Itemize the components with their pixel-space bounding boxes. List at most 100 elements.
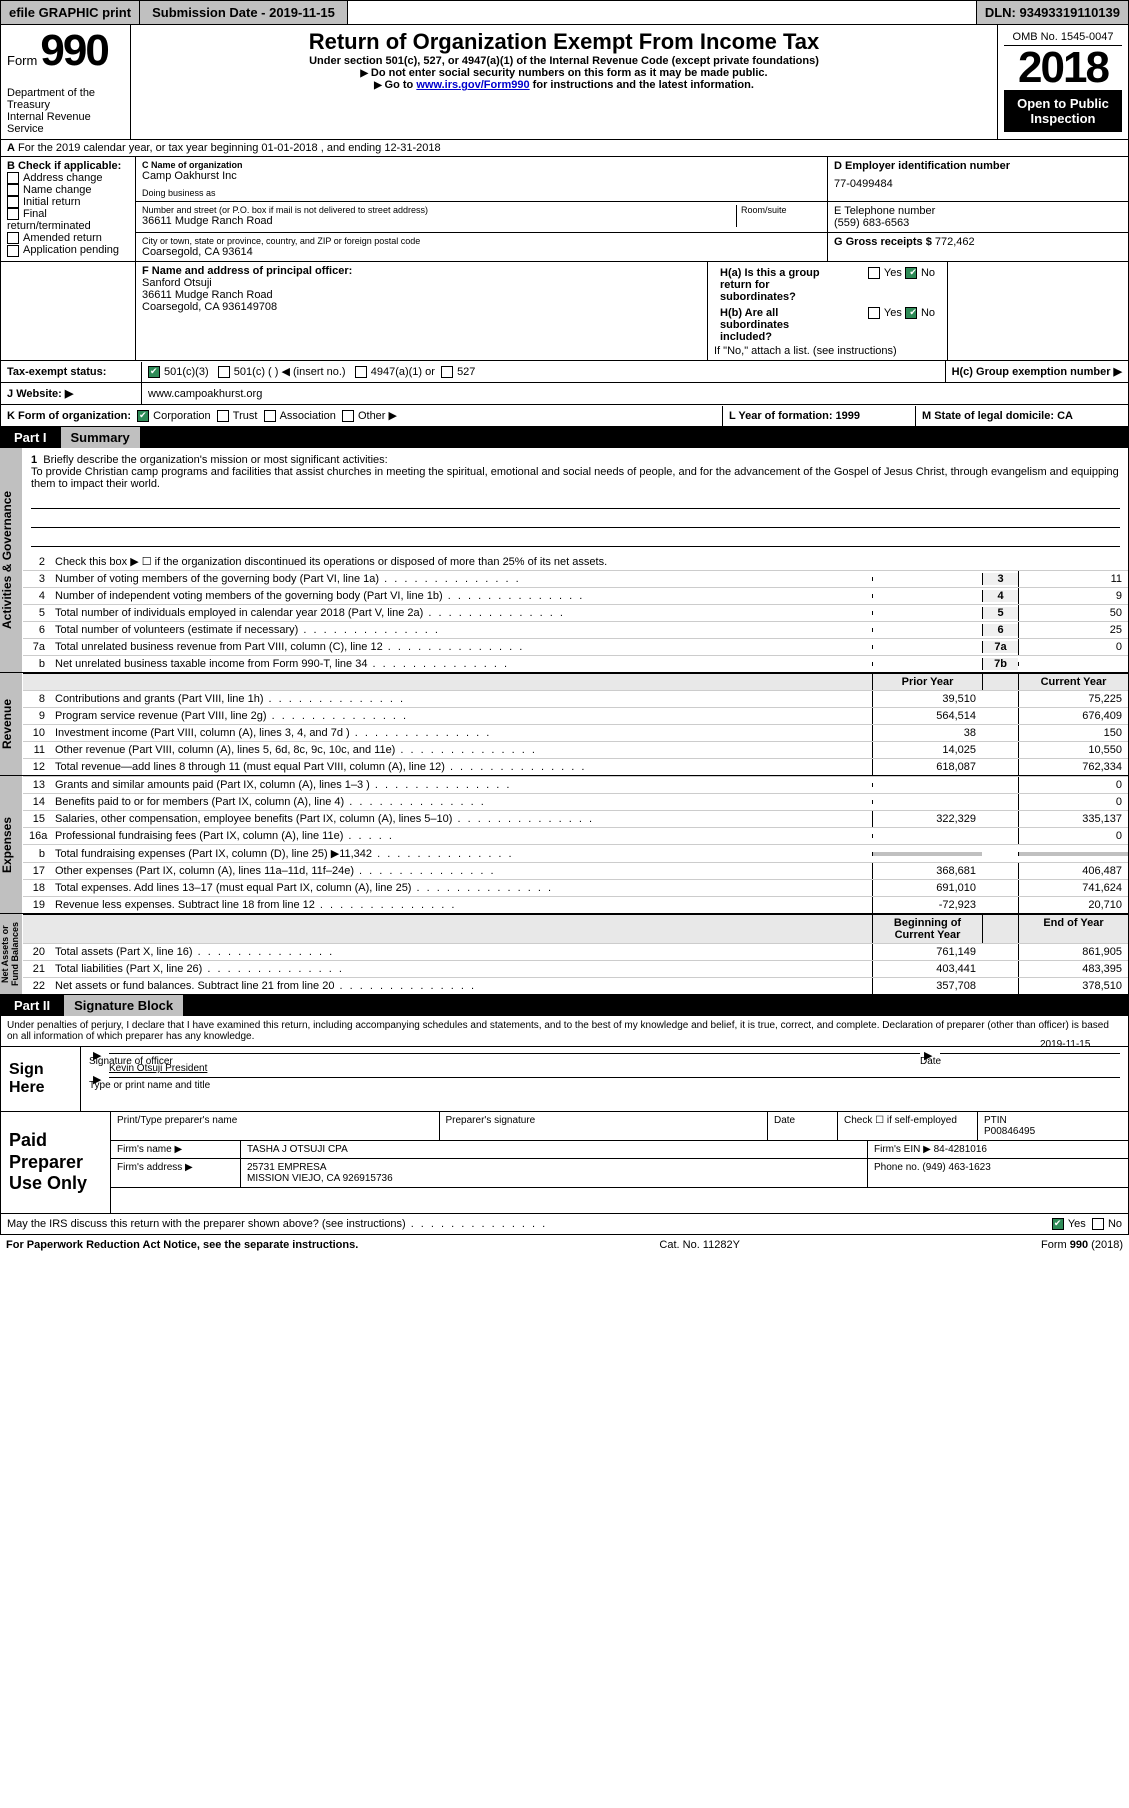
assoc-checkbox[interactable] — [264, 410, 276, 422]
begin-year-hdr: Beginning of Current Year — [872, 915, 982, 943]
part1-header: Part I Summary — [0, 427, 1129, 448]
527-checkbox[interactable] — [441, 366, 453, 378]
hb-label: H(b) Are all subordinates included? — [714, 305, 828, 345]
mission-label: Briefly describe the organization's miss… — [43, 454, 387, 466]
501c3-checkbox[interactable] — [148, 366, 160, 378]
corp-checkbox[interactable] — [137, 410, 149, 422]
firm-phone: (949) 463-1623 — [922, 1162, 990, 1173]
part1-num: Part I — [0, 427, 61, 448]
website-value: www.campoakhurst.org — [142, 384, 268, 404]
addr-label: Number and street (or P.O. box if mail i… — [142, 205, 736, 215]
rev-vlabel: Revenue — [0, 673, 22, 775]
4947-checkbox[interactable] — [355, 366, 367, 378]
boxb-checkbox[interactable] — [7, 196, 19, 208]
open-public: Open to Public Inspection — [1004, 90, 1122, 132]
hb-note: If "No," attach a list. (see instruction… — [714, 345, 941, 357]
boxb-checkbox[interactable] — [7, 232, 19, 244]
box-b-label: B Check if applicable: — [7, 160, 129, 172]
boxb-checkbox[interactable] — [7, 208, 19, 220]
table-row: 17Other expenses (Part IX, column (A), l… — [23, 862, 1128, 879]
line1-num: 1 — [31, 454, 37, 466]
boxb-checkbox[interactable] — [7, 245, 19, 257]
firm-addr1: 25731 EMPRESA — [247, 1162, 327, 1173]
hc-label: H(c) Group exemption number ▶ — [945, 361, 1128, 382]
firm-ein-label: Firm's EIN ▶ — [874, 1144, 931, 1155]
exp-vlabel: Expenses — [0, 776, 22, 913]
firm-name-label: Firm's name ▶ — [111, 1141, 241, 1158]
signature-block: Under penalties of perjury, I declare th… — [0, 1016, 1129, 1112]
discuss-yes-checkbox[interactable] — [1052, 1218, 1064, 1230]
firm-addr2: MISSION VIEJO, CA 926915736 — [247, 1173, 393, 1184]
arrow-icon — [360, 67, 370, 79]
table-row: 6Total number of volunteers (estimate if… — [23, 621, 1128, 638]
website-row: J Website: ▶ www.campoakhurst.org — [0, 383, 1129, 405]
e-phone-label: E Telephone number — [834, 205, 1122, 217]
i-status-label: Tax-exempt status: — [1, 362, 142, 382]
mission-text: To provide Christian camp programs and f… — [31, 466, 1119, 490]
k-org-row: K Form of organization: Corporation Trus… — [0, 405, 1129, 427]
l-year: L Year of formation: 1999 — [722, 406, 915, 426]
expense-section: Expenses 13Grants and similar amounts pa… — [0, 776, 1129, 914]
row-a-period: A For the 2019 calendar year, or tax yea… — [0, 140, 1129, 157]
prep-title: Paid Preparer Use Only — [1, 1112, 111, 1213]
table-row: 18Total expenses. Add lines 13–17 (must … — [23, 879, 1128, 896]
officer-row: F Name and address of principal officer:… — [0, 262, 1129, 361]
table-row: bNet unrelated business taxable income f… — [23, 655, 1128, 672]
f-officer-label: F Name and address of principal officer: — [142, 265, 701, 277]
room-label: Room/suite — [736, 205, 821, 227]
ha-yes-checkbox[interactable] — [868, 267, 880, 279]
boxb-item: Application pending — [7, 244, 129, 256]
paid-preparer: Paid Preparer Use Only Print/Type prepar… — [0, 1112, 1129, 1214]
officer-addr1: 36611 Mudge Ranch Road — [142, 289, 701, 301]
boxb-checkbox[interactable] — [7, 184, 19, 196]
irs-label: Internal Revenue Service — [7, 111, 124, 135]
form990-link[interactable]: www.irs.gov/Form990 — [416, 79, 529, 91]
hb-yes-checkbox[interactable] — [868, 307, 880, 319]
ptin-label: PTIN — [984, 1115, 1007, 1126]
table-row: 20Total assets (Part X, line 16)761,1498… — [23, 943, 1128, 960]
table-row: 21Total liabilities (Part X, line 26)403… — [23, 960, 1128, 977]
gross-receipts: 772,462 — [935, 236, 975, 248]
boxb-item: Name change — [7, 184, 129, 196]
d-ein-label: D Employer identification number — [834, 160, 1122, 172]
boxb-checkbox[interactable] — [7, 172, 19, 184]
page-footer: For Paperwork Reduction Act Notice, see … — [0, 1235, 1129, 1255]
org-name: Camp Oakhurst Inc — [142, 170, 821, 182]
form-header: Form 990 Department of the Treasury Inte… — [0, 25, 1129, 140]
city-label: City or town, state or province, country… — [142, 236, 821, 246]
officer-addr2: Coarsegold, CA 936149708 — [142, 301, 701, 313]
part1-title: Summary — [61, 427, 140, 448]
sign-here-label: Sign Here — [1, 1047, 81, 1111]
table-row: 15Salaries, other compensation, employee… — [23, 810, 1128, 827]
part2-num: Part II — [0, 995, 64, 1016]
info-grid: B Check if applicable: Address changeNam… — [0, 157, 1129, 262]
firm-phone-label: Phone no. — [874, 1162, 920, 1173]
part2-title: Signature Block — [64, 995, 183, 1016]
boxb-item: Amended return — [7, 232, 129, 244]
hb-no-checkbox[interactable] — [905, 307, 917, 319]
other-checkbox[interactable] — [342, 410, 354, 422]
top-bar: efile GRAPHIC print Submission Date - 20… — [0, 0, 1129, 25]
table-row: 16aProfessional fundraising fees (Part I… — [23, 827, 1128, 844]
firm-ein: 84-4281016 — [934, 1144, 987, 1155]
501c-checkbox[interactable] — [218, 366, 230, 378]
trust-checkbox[interactable] — [217, 410, 229, 422]
boxb-item: Final return/terminated — [7, 208, 129, 232]
sig-date: 2019-11-15 — [1040, 1039, 1090, 1050]
subtitle-3a: Go to — [385, 79, 417, 91]
subtitle-3b: for instructions and the latest informat… — [530, 79, 754, 91]
subtitle-1: Under section 501(c), 527, or 4947(a)(1)… — [137, 55, 991, 67]
ha-no-checkbox[interactable] — [905, 267, 917, 279]
boxb-item: Initial return — [7, 196, 129, 208]
officer-name-title: Kevin Otsuji President — [109, 1063, 207, 1074]
form-title: Return of Organization Exempt From Incom… — [137, 29, 991, 55]
line2-text: Check this box ▶ ☐ if the organization d… — [51, 553, 872, 570]
governance-section: Activities & Governance 1 Briefly descri… — [0, 448, 1129, 673]
dln: DLN: 93493319110139 — [976, 1, 1128, 24]
paperwork-notice: For Paperwork Reduction Act Notice, see … — [6, 1239, 358, 1251]
gov-vlabel: Activities & Governance — [0, 448, 22, 672]
ein-value: 77-0499484 — [834, 178, 1122, 190]
discuss-no-checkbox[interactable] — [1092, 1218, 1104, 1230]
ptin-value: P00846495 — [984, 1126, 1035, 1137]
self-employed: Check ☐ if self-employed — [838, 1112, 978, 1140]
